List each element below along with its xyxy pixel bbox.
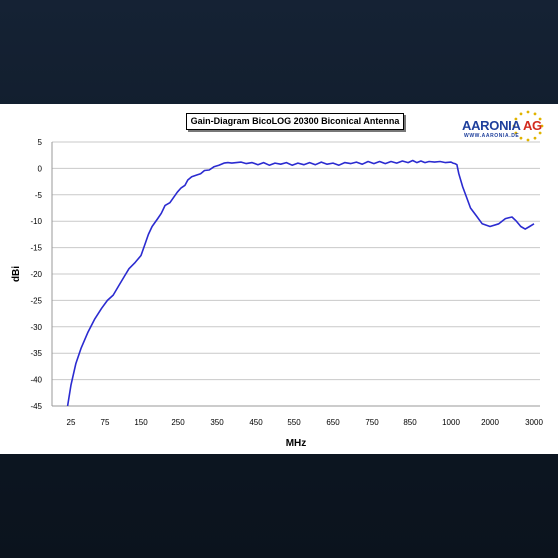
logo-star xyxy=(538,131,542,135)
x-axis-label: MHz xyxy=(286,438,307,449)
series-line-0 xyxy=(66,159,535,407)
x-tick-label: 450 xyxy=(249,418,263,427)
logo-url: WWW.AARONIA.DE xyxy=(464,133,520,139)
y-tick-label: 5 xyxy=(38,138,43,147)
logo-star xyxy=(540,124,544,128)
y-tick-label: -45 xyxy=(30,402,42,411)
y-axis-label: dBi xyxy=(11,266,22,282)
y-tick-label: 0 xyxy=(38,164,43,173)
y-tick-label: -35 xyxy=(30,349,42,358)
x-tick-label: 25 xyxy=(67,418,76,427)
x-tick-label: 2000 xyxy=(481,418,499,427)
logo-star xyxy=(519,112,523,116)
x-tick-label: 1000 xyxy=(442,418,460,427)
aaronia-logo: AARONIA AG WWW.AARONIA.DE xyxy=(462,109,554,143)
x-tick-label: 75 xyxy=(101,418,110,427)
logo-star xyxy=(526,110,530,114)
logo-wordmark: AARONIA AG xyxy=(462,118,542,133)
x-tick-label: 550 xyxy=(287,418,301,427)
x-tick-label: 650 xyxy=(326,418,340,427)
y-tick-label: -20 xyxy=(30,270,42,279)
logo-star xyxy=(519,136,523,140)
star-ring-icon xyxy=(512,110,544,142)
y-tick-label: -40 xyxy=(30,376,42,385)
logo-star xyxy=(533,112,537,116)
gain-chart: 5 0 -5 -10 -15 -20 -25 -30 -35 -40 -45 25 75 150 250 35… xyxy=(11,138,543,449)
logo-star xyxy=(538,117,542,121)
logo-star xyxy=(533,136,537,140)
chart-panel: 5 0 -5 -10 -15 -20 -25 -30 -35 -40 -45 25 75 150 250 35… xyxy=(0,104,558,454)
chart-title: Gain-Diagram BicoLOG 20300 Biconical Ant… xyxy=(186,113,404,130)
logo-star xyxy=(514,117,518,121)
y-tick-label: -10 xyxy=(30,217,42,226)
x-tick-label: 850 xyxy=(403,418,417,427)
x-tick-label: 250 xyxy=(171,418,185,427)
y-tick-label: -5 xyxy=(35,191,43,200)
x-tick-label: 3000 xyxy=(525,418,543,427)
y-tick-label: -15 xyxy=(30,244,42,253)
y-tick-label: -30 xyxy=(30,323,42,332)
x-tick-label: 150 xyxy=(134,418,148,427)
logo-star xyxy=(514,131,518,135)
y-tick-label: -25 xyxy=(30,296,42,305)
x-tick-label: 350 xyxy=(210,418,224,427)
logo-star xyxy=(512,124,516,128)
logo-star xyxy=(526,138,530,142)
x-tick-label: 750 xyxy=(365,418,379,427)
